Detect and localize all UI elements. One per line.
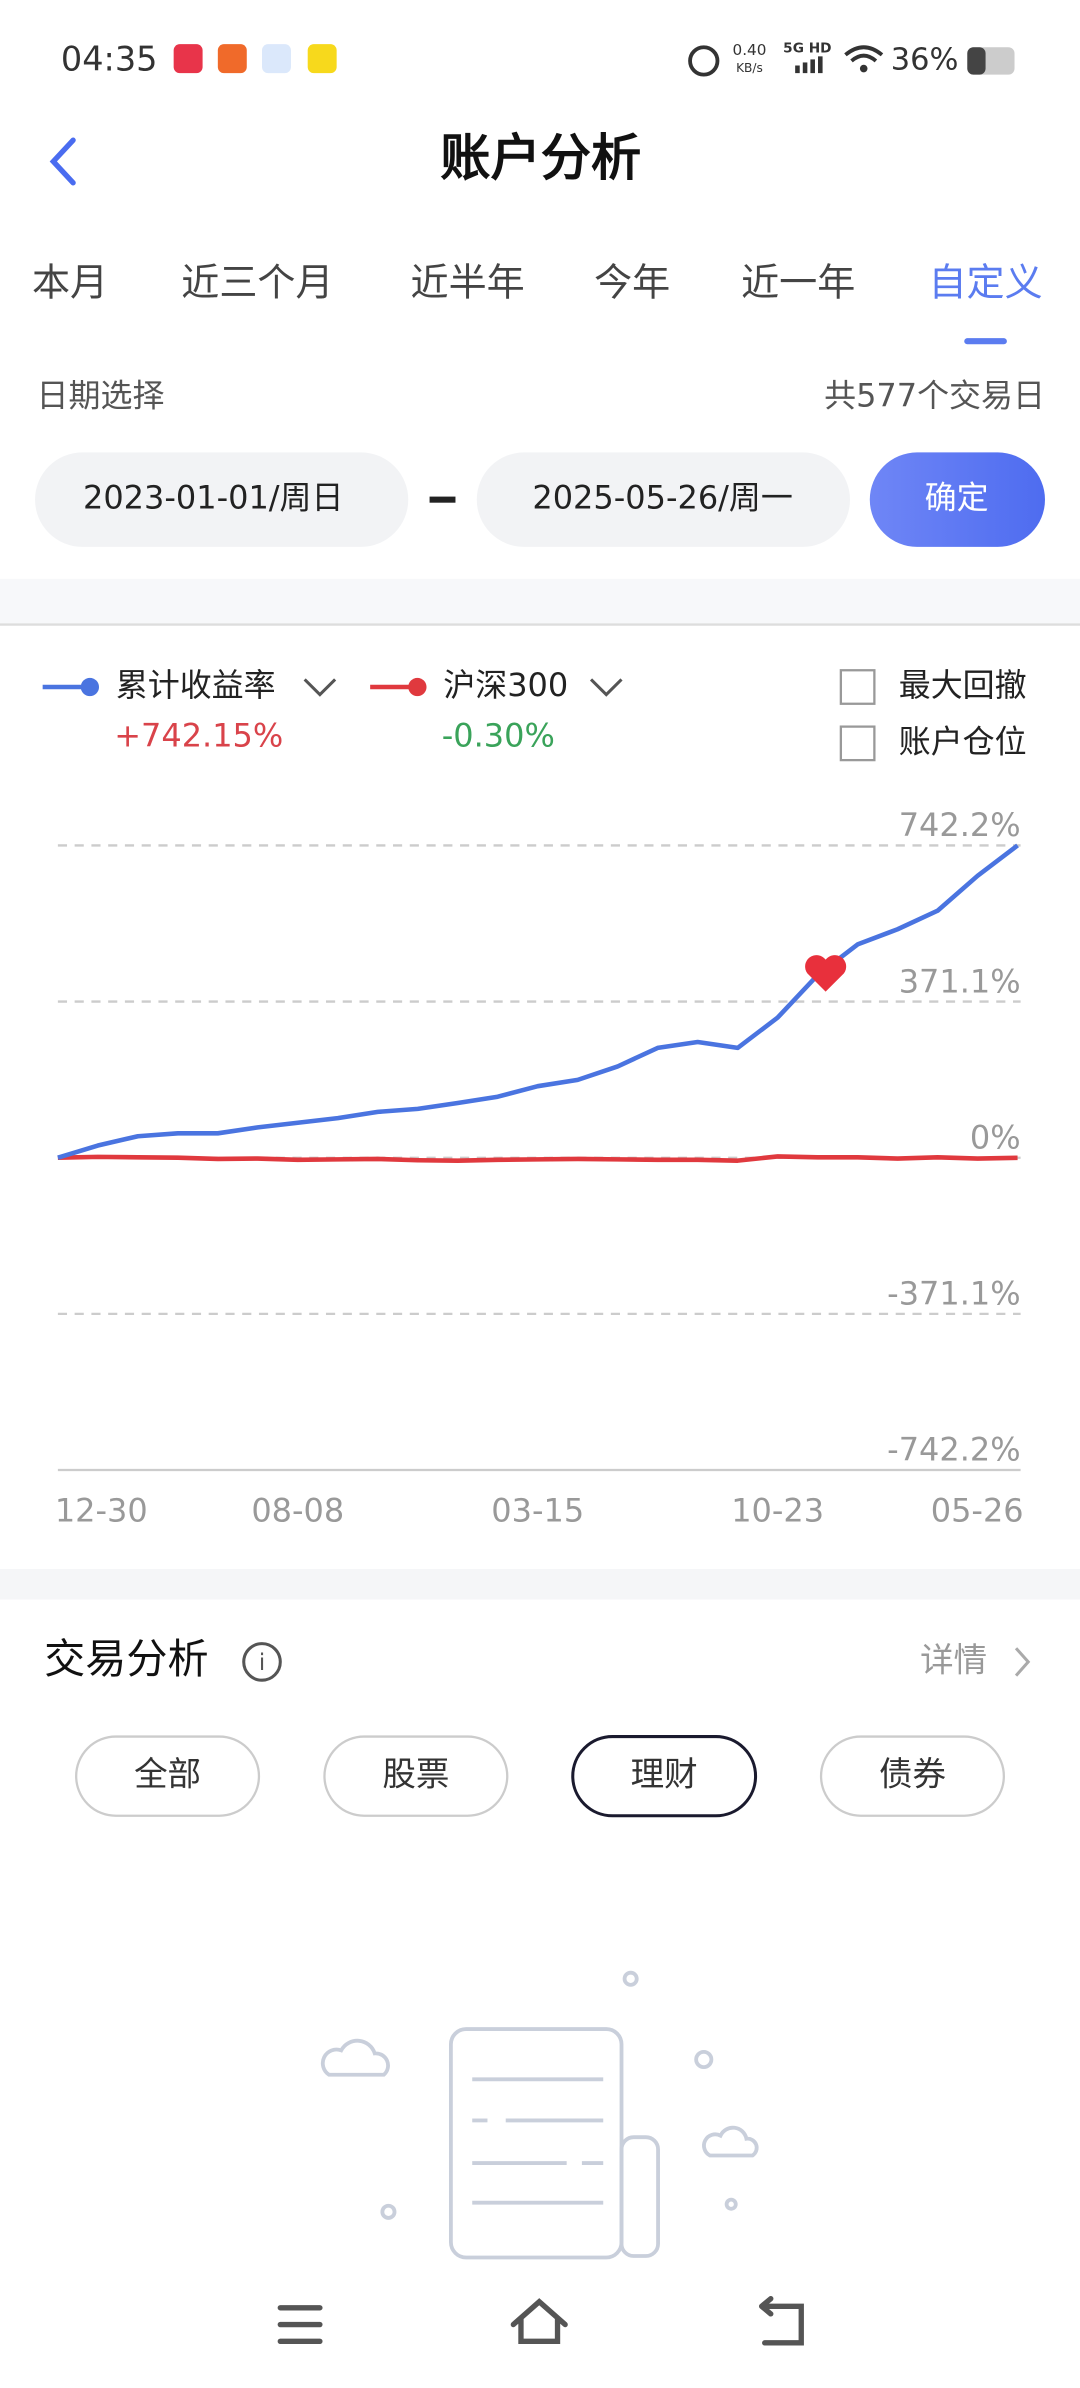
legend-chevron <box>303 678 337 697</box>
filter-label: 全部 <box>134 1755 201 1794</box>
checkbox[interactable] <box>839 725 876 762</box>
trading-days: 共577个交易日 <box>824 377 1045 415</box>
app-icon <box>262 44 291 74</box>
wifi-icon <box>859 64 868 73</box>
app-icon <box>307 44 337 74</box>
legend-dot <box>408 677 427 697</box>
checkbox[interactable] <box>839 669 876 705</box>
start-date-field[interactable] <box>35 452 409 547</box>
legend-value: +742.15% <box>114 716 283 754</box>
back-button[interactable] <box>49 137 76 186</box>
legend-dot <box>80 677 100 697</box>
y-tick-label: 371.1% <box>899 962 1021 1000</box>
legend-label[interactable]: 累计收益率 <box>116 666 276 704</box>
series-line <box>57 1154 1018 1163</box>
chart: -742.2% -371.1% 0% 371.1% 742.2% 12-30 08-08 03… <box>42 666 1027 1530</box>
end-date: 2025-05-26/周一 <box>532 479 792 517</box>
section-divider <box>0 578 1080 625</box>
legend-label[interactable]: 沪深300 <box>443 666 568 704</box>
tab[interactable]: 今年 <box>594 260 670 304</box>
filter-label: 理财 <box>631 1755 698 1794</box>
checkbox-label: 最大回撤 <box>899 666 1027 704</box>
y-tick-label: 0% <box>970 1118 1021 1156</box>
legend-value: -0.30% <box>442 716 555 754</box>
filter-chip[interactable] <box>819 1735 1005 1817</box>
x-tick-label: 10-23 <box>731 1492 824 1530</box>
tab-indicator <box>964 338 1007 345</box>
filter-bar: 全部 股票 理财 债券 <box>75 1735 1005 1818</box>
status-time: 04:35 <box>61 39 158 78</box>
tab[interactable]: 近三个月 <box>181 260 333 304</box>
tab-bar: 本月 近三个月 近半年 今年 近一年 自定义 <box>32 260 1043 345</box>
filter-chip[interactable] <box>75 1735 261 1817</box>
tab[interactable]: 近半年 <box>411 260 525 304</box>
legend-chevron <box>589 678 623 697</box>
app-icon <box>173 44 203 74</box>
info-icon[interactable] <box>242 1642 282 1682</box>
y-tick-label: 742.2% <box>899 806 1021 844</box>
confirm-button[interactable] <box>869 452 1045 547</box>
details-chevron <box>1014 1647 1031 1677</box>
info-icon: i <box>259 1650 265 1676</box>
network-type: 5G HD <box>783 41 831 57</box>
filter-chip[interactable] <box>571 1735 758 1818</box>
tab[interactable]: 自定义 <box>928 260 1042 304</box>
alarm-icon <box>688 45 720 77</box>
net-speed: 0.40 <box>733 41 767 59</box>
heart-marker <box>805 955 847 992</box>
y-tick-label: -742.2% <box>887 1431 1020 1469</box>
wifi-icon <box>844 45 884 63</box>
confirm-label: 确定 <box>925 479 989 517</box>
empty-illustration <box>320 1970 759 2260</box>
tab[interactable]: 本月 <box>32 260 108 304</box>
nav-home[interactable] <box>510 2298 568 2344</box>
filter-label: 股票 <box>382 1755 449 1794</box>
nav-bar <box>277 2295 804 2346</box>
net-unit: KB/s <box>736 61 763 75</box>
details-link[interactable]: 详情 <box>920 1640 987 1679</box>
series-line <box>57 843 1019 1160</box>
battery-level: 36% <box>891 42 959 77</box>
signal-icon <box>795 56 823 74</box>
filter-label: 债券 <box>879 1755 946 1794</box>
section-title: 交易分析 <box>44 1635 208 1683</box>
section-divider <box>0 1568 1080 1600</box>
battery-icon <box>967 47 986 75</box>
date-separator <box>429 496 456 503</box>
date-label: 日期选择 <box>37 377 165 415</box>
start-date: 2023-01-01/周日 <box>83 479 344 517</box>
filter-chip[interactable] <box>323 1735 509 1817</box>
x-tick-label: 12-30 <box>55 1492 148 1530</box>
nav-back[interactable] <box>758 2295 804 2346</box>
x-tick-label: 05-26 <box>931 1492 1024 1530</box>
x-tick-label: 08-08 <box>251 1492 344 1530</box>
nav-menu[interactable] <box>277 2305 323 2344</box>
page-title: 账户分析 <box>440 128 641 187</box>
end-date-field[interactable] <box>476 452 851 547</box>
checkbox-label: 账户仓位 <box>899 722 1027 760</box>
x-tick-label: 03-15 <box>491 1492 584 1530</box>
app-icon <box>217 44 247 74</box>
y-tick-label: -371.1% <box>887 1275 1020 1313</box>
tab[interactable]: 近一年 <box>741 260 855 304</box>
